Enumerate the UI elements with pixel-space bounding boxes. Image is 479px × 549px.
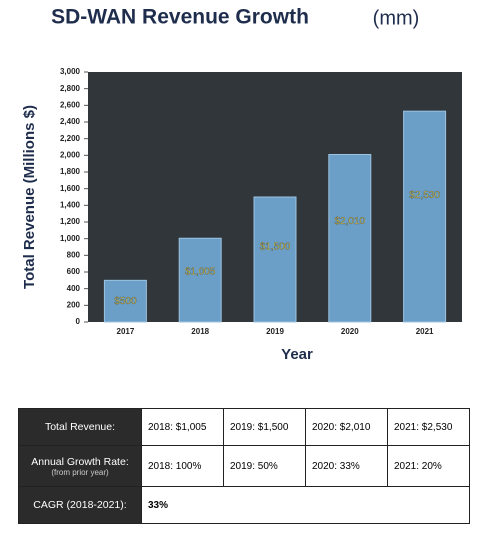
y-tick-label: 2,800 <box>60 84 81 93</box>
x-tick-label: 2018 <box>191 327 209 336</box>
data-label: $2,010 <box>335 216 366 227</box>
table-row: Annual Growth Rate: (from prior year) 201… <box>18 445 470 487</box>
chart-title-unit: (mm) <box>373 7 420 29</box>
bar <box>403 110 447 323</box>
y-tick-label: 2,600 <box>60 100 81 109</box>
y-tick-label: 2,000 <box>60 150 81 159</box>
y-tick-label: 200 <box>67 300 81 309</box>
table-row: Total Revenue: 2018: $1,005 2019: $1,500… <box>18 408 470 446</box>
y-tick-label: 1,200 <box>60 217 81 226</box>
summary-table: Total Revenue: 2018: $1,005 2019: $1,500… <box>18 408 470 524</box>
y-tick-label: 3,000 <box>60 67 81 76</box>
y-tick-label: 800 <box>67 250 81 259</box>
y-axis-label: Total Revenue (Millions $) <box>21 105 38 289</box>
y-tick-label: 400 <box>67 284 81 293</box>
y-tick-label: 600 <box>67 267 81 276</box>
data-label: $500 <box>114 296 137 307</box>
y-tick-label: 1,400 <box>60 200 81 209</box>
cell: 2021: $2,530 <box>387 408 470 446</box>
chart: SD-WAN Revenue Growth (mm) Total Revenue… <box>21 6 462 363</box>
x-tick-label: 2020 <box>341 327 359 336</box>
cell: 2020: 33% <box>305 445 388 487</box>
y-tick-label: 1,600 <box>60 184 81 193</box>
cell: 2020: $2,010 <box>305 408 388 446</box>
x-axis-label: Year <box>281 346 313 363</box>
cell: 2021: 20% <box>387 445 470 487</box>
bar <box>253 196 297 323</box>
row-header: Annual Growth Rate: (from prior year) <box>18 445 142 487</box>
bar <box>328 154 372 323</box>
y-tick-label: 2,400 <box>60 117 81 126</box>
y-tick-label: 1,000 <box>60 234 81 243</box>
table-row: CAGR (2018-2021): 33% <box>18 486 470 524</box>
row-header: CAGR (2018-2021): <box>18 486 142 524</box>
row-header-text: Annual Growth Rate: <box>31 455 129 468</box>
row-header-note: (from prior year) <box>51 467 109 477</box>
bar <box>103 279 147 323</box>
chart-title: SD-WAN Revenue Growth <box>51 6 309 29</box>
y-tick-label: 0 <box>76 317 81 326</box>
y-tick-label: 1,800 <box>60 167 81 176</box>
data-label: $1,005 <box>185 266 216 277</box>
cell: 2018: 100% <box>141 445 224 487</box>
data-label: $1,500 <box>260 242 291 253</box>
bar <box>178 237 222 323</box>
cell: 2018: $1,005 <box>141 408 224 446</box>
cell: 33% <box>141 486 470 524</box>
cell: 2019: 50% <box>223 445 306 487</box>
cell: 2019: $1,500 <box>223 408 306 446</box>
data-label: $2,530 <box>409 190 440 201</box>
y-tick-label: 2,200 <box>60 134 81 143</box>
x-tick-label: 2019 <box>266 327 284 336</box>
x-tick-label: 2021 <box>416 327 434 336</box>
x-tick-label: 2017 <box>117 327 135 336</box>
row-header: Total Revenue: <box>18 408 142 446</box>
